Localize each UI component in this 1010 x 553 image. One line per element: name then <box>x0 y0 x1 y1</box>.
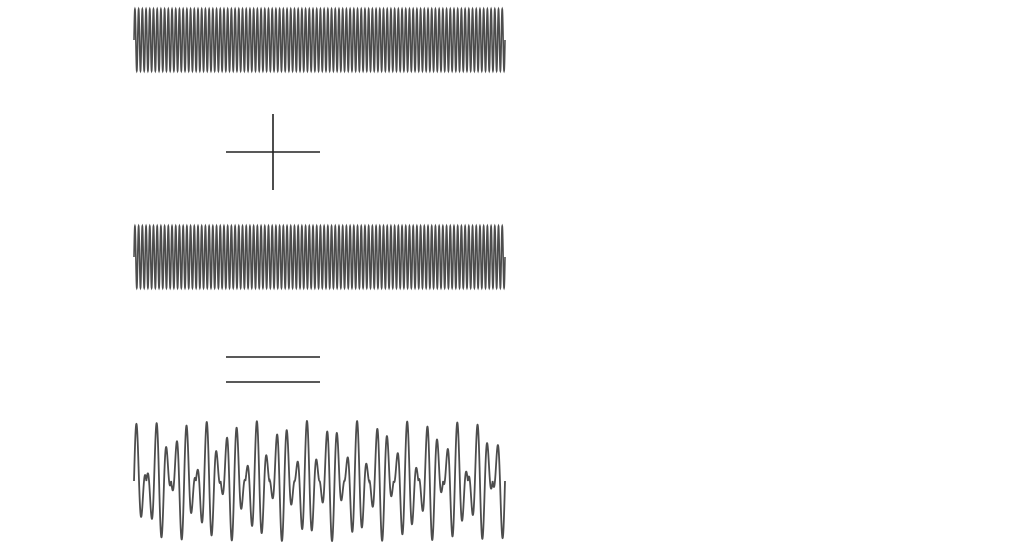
wave-b-trace <box>133 223 506 291</box>
wave-sum <box>133 420 506 542</box>
wave-a <box>133 6 506 74</box>
plus-icon <box>226 114 320 190</box>
wave-b <box>133 223 506 291</box>
equals-icon <box>226 356 320 383</box>
wave-a-trace <box>133 6 506 74</box>
wave-sum-trace <box>133 420 506 542</box>
